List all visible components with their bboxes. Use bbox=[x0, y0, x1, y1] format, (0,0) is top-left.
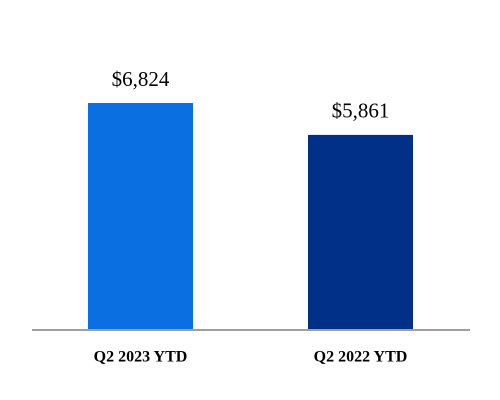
bar bbox=[308, 134, 413, 329]
bar bbox=[88, 103, 193, 329]
value-label: $5,861 bbox=[332, 99, 390, 123]
x-tick-label: Q2 2023 YTD bbox=[94, 349, 188, 366]
x-tick-label: Q2 2022 YTD bbox=[314, 349, 408, 366]
value-label: $6,824 bbox=[112, 67, 170, 91]
